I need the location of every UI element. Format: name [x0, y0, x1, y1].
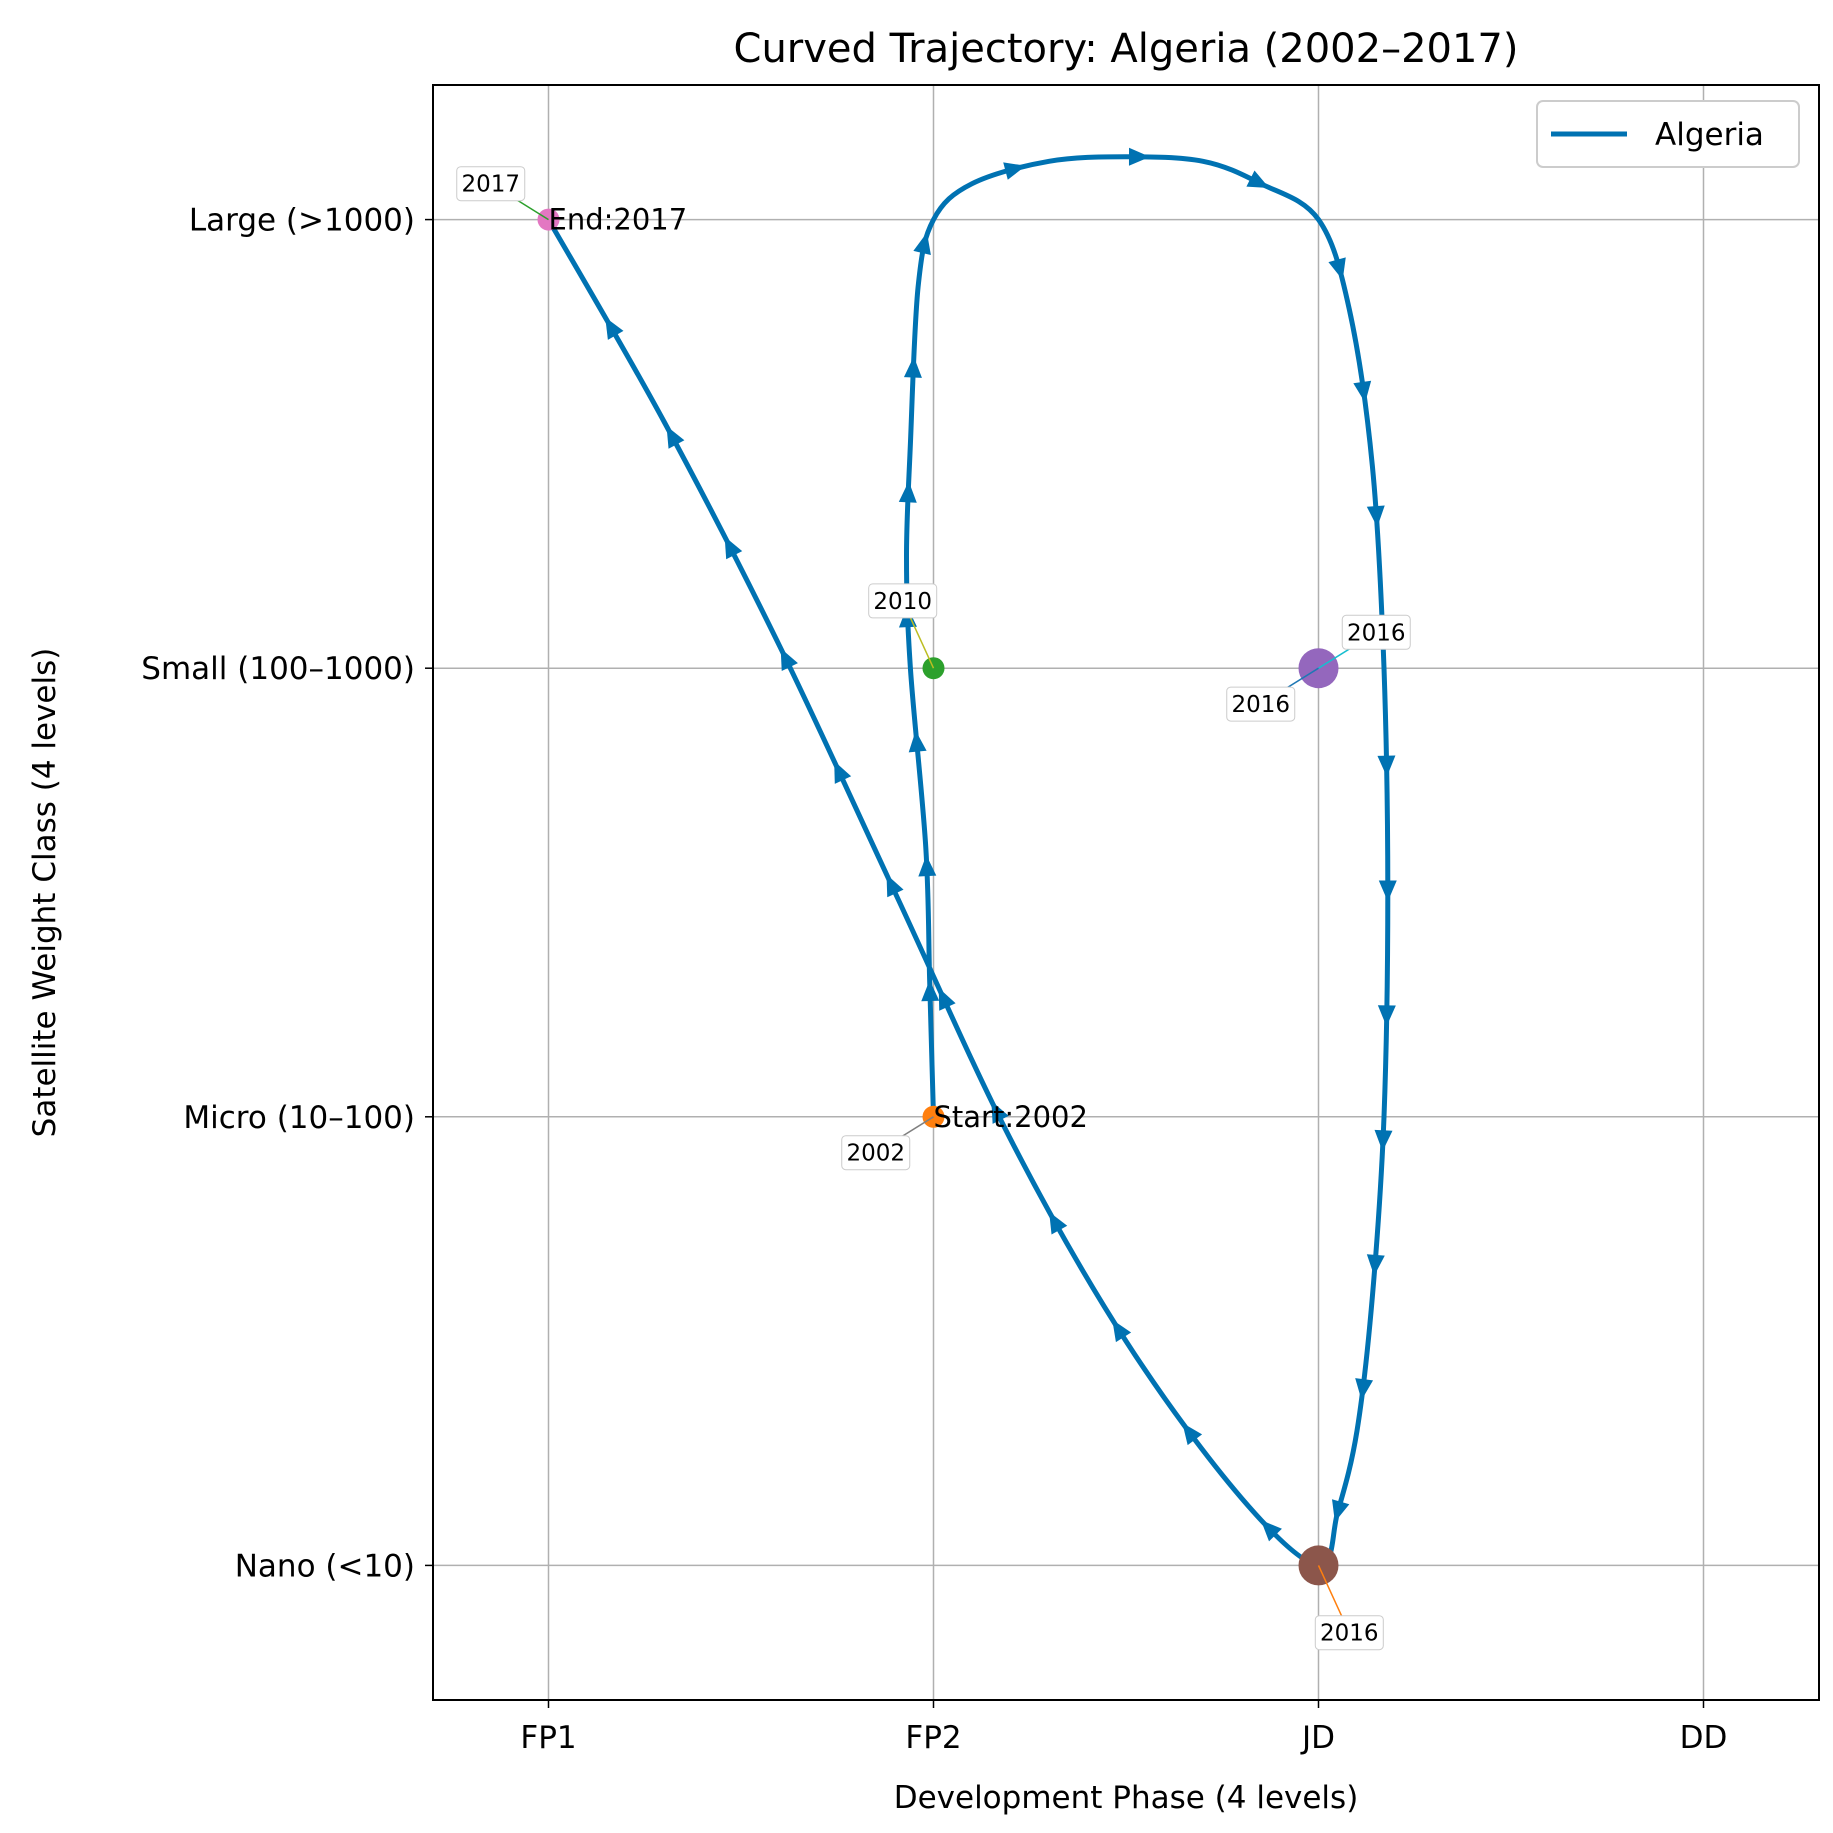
point-label: End:2017	[549, 203, 688, 237]
x-axis-label: Development Phase (4 levels)	[894, 1780, 1359, 1816]
direction-arrow	[1246, 170, 1270, 188]
annotation-box	[841, 1135, 911, 1171]
direction-arrow	[1366, 1254, 1385, 1276]
direction-arrow	[1378, 880, 1397, 902]
x-tick-label: JD	[1300, 1720, 1335, 1756]
y-tick-label: Large (>1000)	[189, 203, 415, 239]
direction-arrow	[1332, 1499, 1350, 1522]
legend-label: Algeria	[1655, 117, 1764, 153]
direction-arrow	[1353, 380, 1372, 403]
direction-arrow	[780, 648, 798, 672]
direction-arrow	[1003, 162, 1026, 180]
annotation-box	[868, 583, 938, 619]
plot-frame	[432, 84, 1820, 1701]
trajectory-line	[546, 154, 1391, 1568]
annotation-label: 2016	[1320, 1621, 1379, 1647]
annotation-box	[1341, 614, 1411, 650]
y-axis-label: Satellite Weight Class (4 levels)	[27, 648, 63, 1138]
direction-arrow	[1260, 1519, 1282, 1542]
chart-title: Curved Trajectory: Algeria (2002–2017)	[734, 26, 1519, 72]
direction-arrow	[834, 761, 852, 784]
direction-arrow	[938, 987, 956, 1011]
annotation-label: 2016	[1347, 620, 1406, 646]
x-tick-label: FP2	[905, 1720, 961, 1756]
direction-arrow	[666, 426, 685, 449]
legend: Algeria	[1536, 100, 1800, 168]
direction-arrow	[1328, 257, 1346, 280]
direction-arrow	[886, 874, 904, 898]
annotation-label: 2002	[846, 1141, 905, 1167]
y-tick-label: Small (100–1000)	[141, 651, 415, 687]
direction-arrow	[1377, 755, 1396, 777]
direction-arrow	[1377, 1005, 1396, 1027]
annotation-label: 2016	[1231, 692, 1290, 718]
direction-arrow	[1128, 147, 1150, 166]
direction-arrow	[921, 980, 940, 1002]
direction-arrow	[1182, 1422, 1203, 1446]
point-label: Start:2002	[934, 1100, 1088, 1134]
annotation-label: 2010	[873, 589, 932, 615]
direction-arrow	[1366, 505, 1385, 528]
annotation-box	[1226, 686, 1296, 722]
direction-arrow	[903, 356, 922, 378]
y-tick-label: Nano (<10)	[235, 1548, 415, 1584]
annotation-label: 2017	[461, 172, 520, 198]
direction-arrow	[1374, 1129, 1393, 1152]
direction-arrow	[913, 232, 931, 256]
x-tick-label: DD	[1680, 1720, 1728, 1756]
direction-arrow	[724, 536, 743, 560]
direction-arrow	[605, 317, 624, 340]
legend-box	[1536, 100, 1800, 168]
x-tick-label: FP1	[520, 1720, 576, 1756]
direction-arrow	[1355, 1378, 1374, 1401]
direction-arrow	[991, 1101, 1009, 1124]
direction-arrow	[908, 730, 927, 753]
direction-arrow	[898, 481, 917, 503]
annotation-box	[456, 166, 526, 202]
direction-arrow	[1112, 1319, 1132, 1343]
direction-arrow	[918, 855, 937, 877]
direction-arrow	[1049, 1211, 1068, 1235]
annotation-box	[1314, 1615, 1384, 1651]
y-tick-label: Micro (10–100)	[183, 1100, 415, 1136]
